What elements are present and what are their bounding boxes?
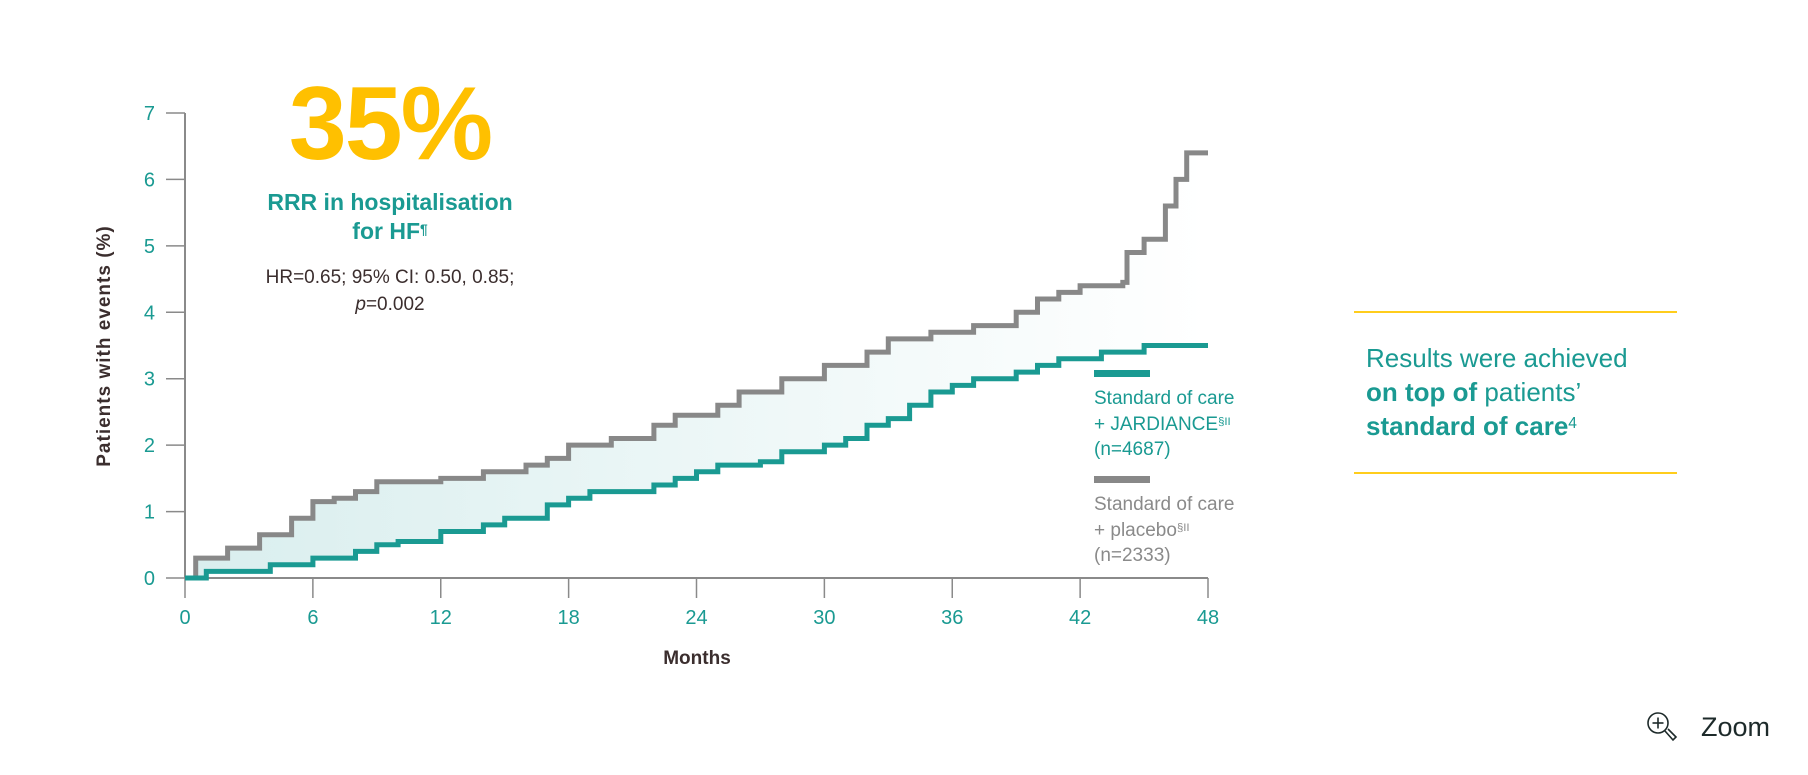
legend-placebo: Standard of care + placebo§II (n=2333)	[1094, 476, 1234, 569]
legend-swatch-gray	[1094, 476, 1150, 483]
x-tick-label: 24	[685, 607, 707, 629]
callout-text: Results were achieved on top of patients…	[1366, 341, 1628, 443]
stats-line1: HR=0.65; 95% CI: 0.50, 0.85;	[265, 267, 515, 288]
callout-line1: Results were achieved	[1366, 343, 1628, 373]
x-tick-label: 48	[1197, 607, 1219, 629]
zoom-button[interactable]: Zoom	[1645, 710, 1770, 744]
headline-line2-text: for HF	[352, 218, 421, 244]
legend-jardiance: Standard of care + JARDIANCE§II (n=4687)	[1094, 370, 1234, 463]
x-tick-label: 12	[430, 607, 452, 629]
x-tick-label: 30	[813, 607, 835, 629]
y-tick-label: 7	[144, 103, 155, 125]
callout-line2: on top of patients’	[1366, 377, 1582, 407]
series-jardiance-line	[185, 343, 1208, 581]
legend-text: Standard of care	[1094, 494, 1235, 515]
y-tick-label: 0	[144, 568, 155, 590]
headline-line2: for HF¶	[200, 217, 580, 246]
y-tick-label: 4	[144, 302, 155, 324]
x-tick-label: 6	[307, 607, 318, 629]
stats-line2: p=0.002	[200, 291, 580, 318]
series-placebo-line	[185, 150, 1208, 581]
legend-n: (n=4687)	[1094, 439, 1171, 460]
p-label: p	[355, 294, 366, 315]
x-tick-label: 36	[941, 607, 963, 629]
callout-line3: standard of care4	[1366, 411, 1577, 441]
x-tick-label: 42	[1069, 607, 1091, 629]
y-tick-label: 5	[144, 236, 155, 258]
legend-text: + placebo§II	[1094, 519, 1190, 541]
y-tick-label: 1	[144, 502, 155, 524]
footnote-mark: ¶	[420, 222, 428, 237]
y-tick-label: 3	[144, 369, 155, 391]
legend-text: + JARDIANCE§II	[1094, 413, 1231, 435]
y-tick-label: 6	[144, 169, 155, 191]
y-tick-label: 2	[144, 435, 155, 457]
headline-description: RRR in hospitalisation for HF¶	[200, 188, 580, 246]
legend-text: Standard of care	[1094, 388, 1235, 409]
p-value: =0.002	[365, 294, 425, 315]
results-callout: Results were achieved on top of patients…	[1354, 311, 1677, 474]
x-tick-label: 0	[179, 607, 190, 629]
legend-n: (n=2333)	[1094, 545, 1171, 566]
legend-swatch-teal	[1094, 370, 1150, 377]
y-axis-label: Patients with events (%)	[94, 225, 115, 467]
hazard-ratio-stats: HR=0.65; 95% CI: 0.50, 0.85; p=0.002	[200, 264, 580, 318]
headline-value: 35%	[288, 66, 493, 182]
zoom-in-icon	[1647, 712, 1678, 742]
x-tick-label: 18	[558, 607, 580, 629]
zoom-label: Zoom	[1701, 711, 1771, 742]
headline-line1: RRR in hospitalisation	[267, 189, 513, 215]
x-axis-label: Months	[663, 648, 731, 669]
